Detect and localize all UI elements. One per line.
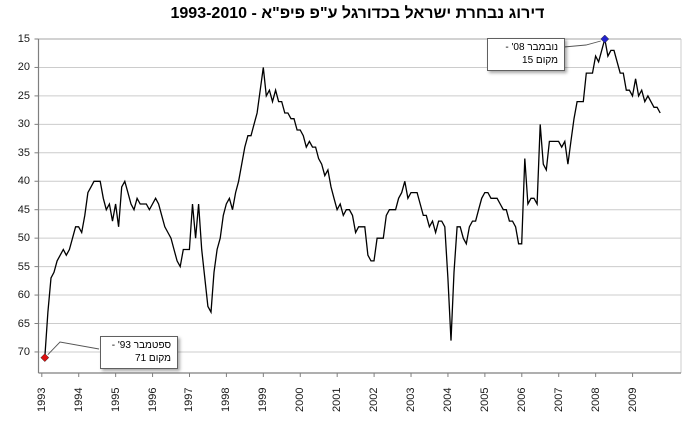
y-tick-label: 65: [17, 317, 30, 330]
annotation-2008-line2: מקום 15: [522, 55, 558, 66]
y-tick-label: 55: [17, 260, 30, 273]
x-tick-label: 1999: [257, 387, 270, 412]
x-tick-label: 2009: [626, 387, 639, 412]
annotation-2008-line1: נובמבר ‎'08‎ -: [505, 42, 558, 53]
y-tick-label: 20: [17, 61, 30, 74]
x-tick-label: 2008: [589, 387, 602, 412]
x-tick-label: 1997: [183, 387, 196, 412]
y-tick-label: 25: [17, 89, 30, 102]
y-tick-label: 35: [17, 146, 30, 159]
chart-title: דירוג נבחרת ישראל בכדורגל ע"פ פיפ"א - 19…: [170, 5, 545, 22]
x-tick-label: 1993: [35, 387, 48, 412]
series-start-marker: [40, 353, 50, 362]
y-tick-label: 30: [17, 118, 30, 131]
x-tick-label: 2000: [294, 387, 307, 412]
x-tick-label: 2007: [552, 387, 565, 412]
x-tick-label: 2002: [368, 387, 381, 412]
y-tick-label: 15: [17, 33, 30, 45]
ranking-line: [44, 38, 661, 358]
best-rank-marker: [600, 34, 610, 44]
x-tick-label: 2001: [331, 387, 344, 412]
y-tick-label: 40: [17, 175, 30, 188]
annotation-1993-line2: מקום 71: [135, 353, 171, 364]
x-tick-label: 2003: [405, 387, 418, 412]
annotation-box-2008: נובמבר ‎'08‎ - מקום 15: [487, 38, 565, 71]
x-tick-label: 1998: [220, 387, 233, 412]
annotation-box-1993: ספטמבר ‎'93‎ - מקום 71: [100, 336, 178, 369]
annotation-leader-line: [47, 341, 100, 355]
y-tick-label: 60: [17, 289, 30, 302]
x-tick-label: 2005: [478, 387, 491, 412]
y-tick-label: 45: [17, 203, 30, 216]
annotation-1993-line1: ספטמבר ‎'93‎ -: [111, 340, 171, 351]
x-tick-label: 2004: [441, 387, 454, 412]
x-tick-label: 2006: [515, 387, 528, 412]
x-tick-label: 1994: [72, 387, 85, 412]
y-tick-label: 50: [17, 232, 30, 245]
y-tick-label: 70: [17, 345, 30, 358]
x-tick-label: 1995: [109, 387, 122, 412]
x-tick-label: 1996: [146, 387, 159, 412]
